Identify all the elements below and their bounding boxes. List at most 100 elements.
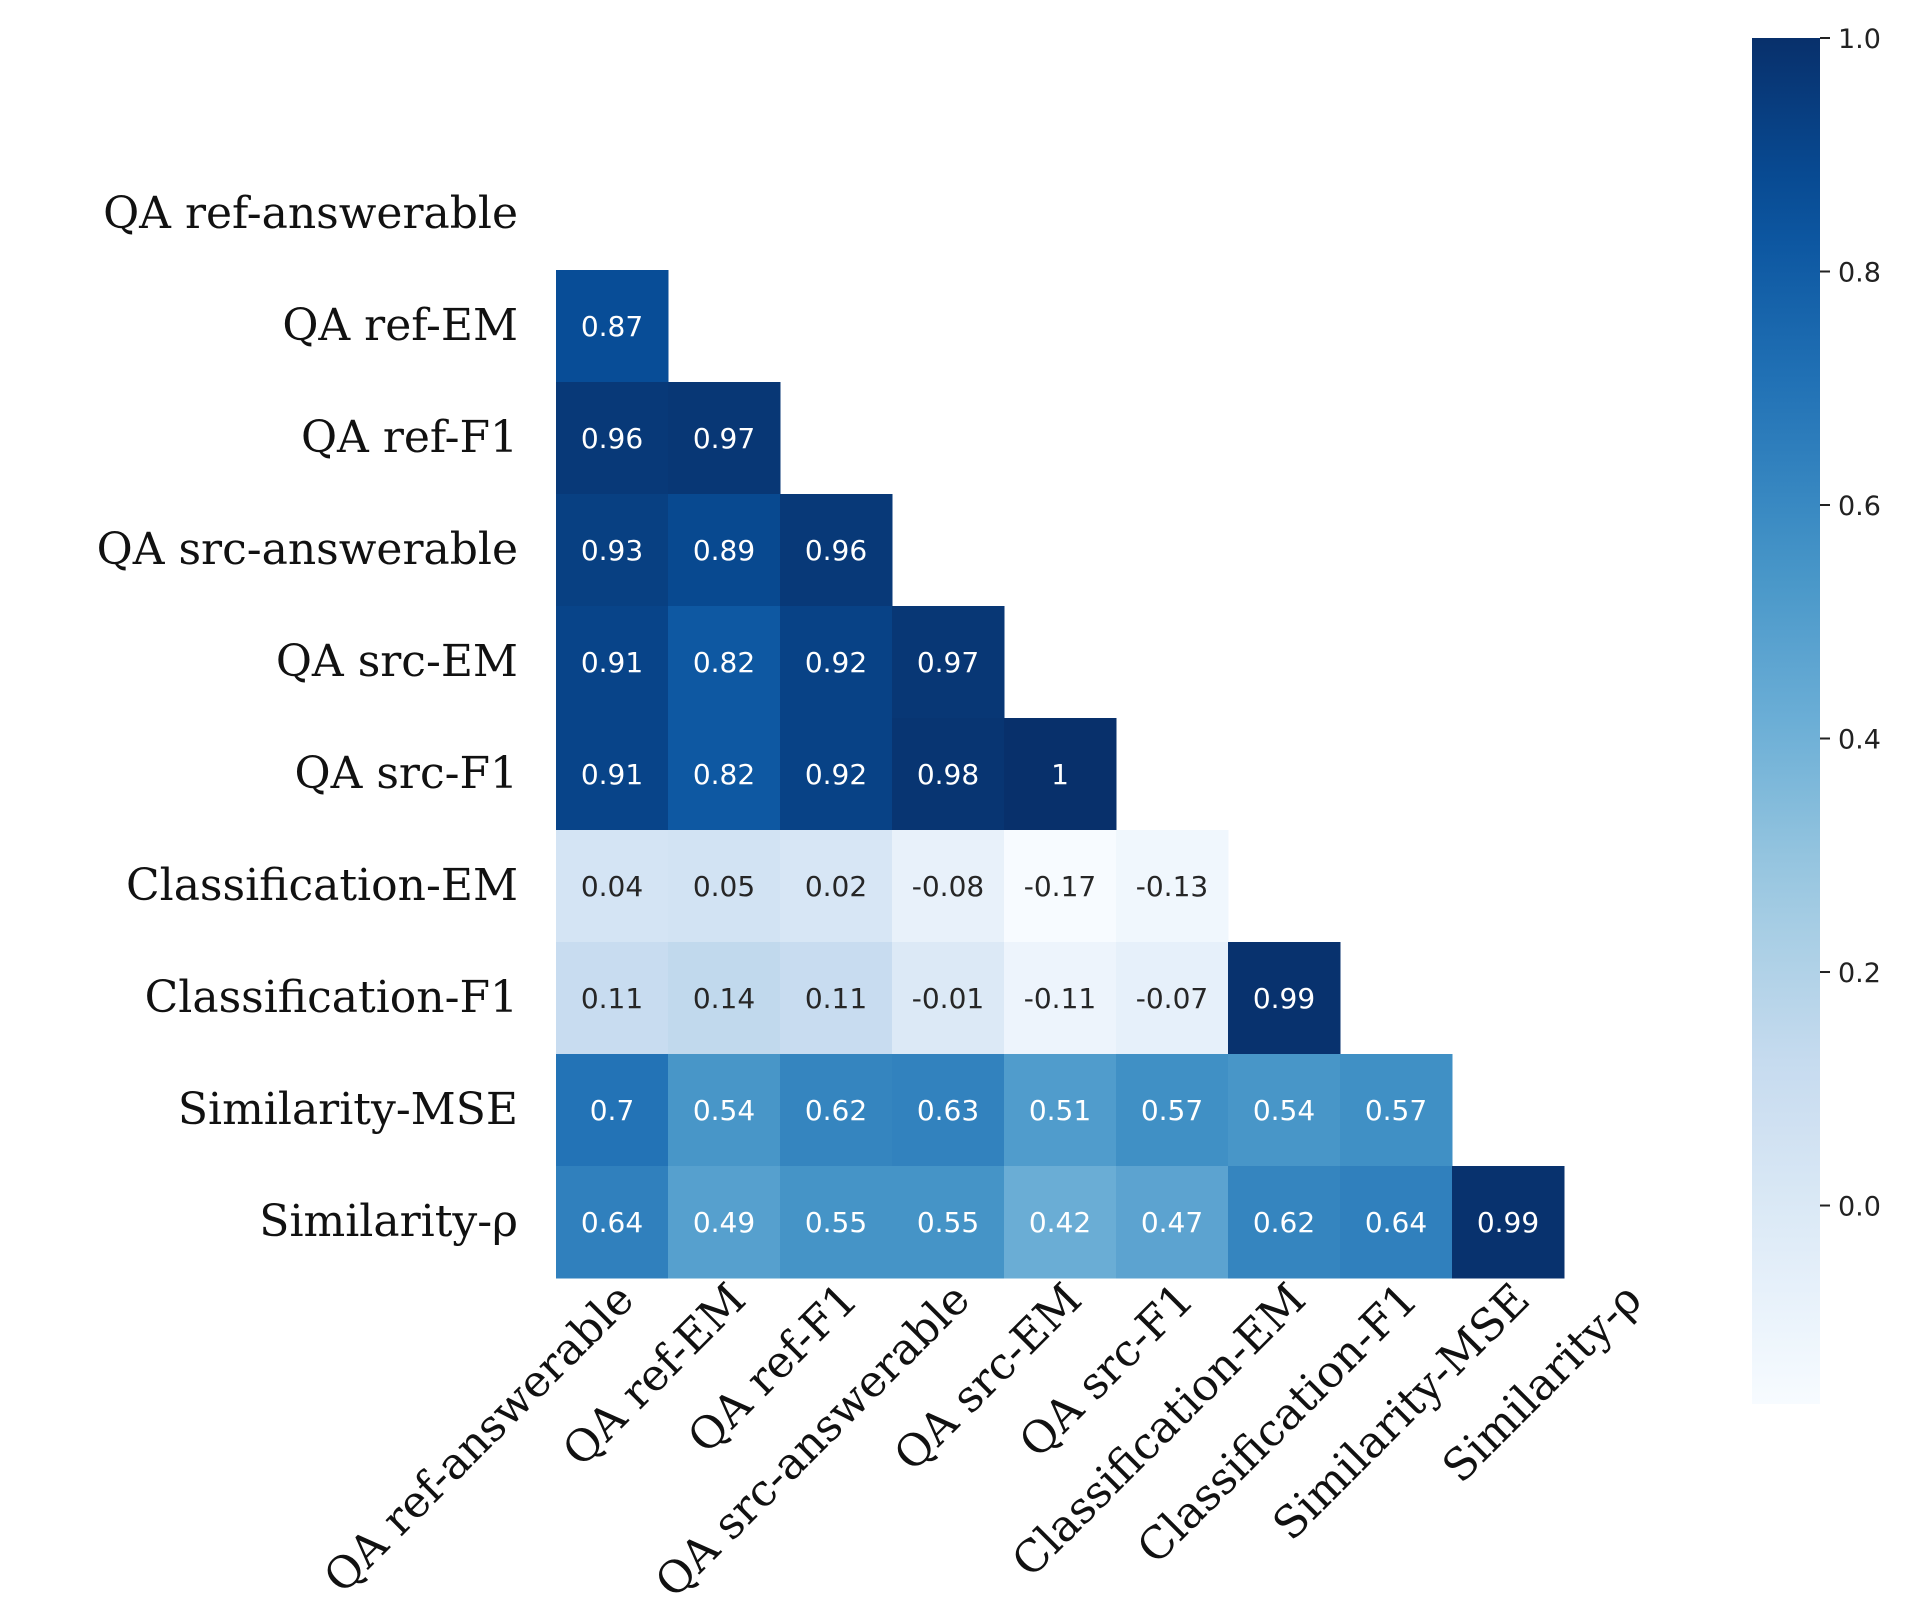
cell-value-label: -0.08 bbox=[912, 870, 984, 903]
cell-value-label: 0.54 bbox=[1253, 1094, 1315, 1127]
row-labels: QA ref-answerable QA ref-EM QA ref-F1 QA sr… bbox=[97, 188, 518, 1247]
heatmap-cell bbox=[668, 382, 781, 495]
cell-value-label: -0.17 bbox=[1024, 870, 1096, 903]
heatmap-cell bbox=[1340, 1166, 1453, 1279]
heatmap-cell bbox=[556, 830, 669, 943]
cell-value-label: 0.55 bbox=[805, 1206, 867, 1239]
row-label: QA src-EM bbox=[276, 636, 518, 687]
cell-value-label: 0.62 bbox=[1253, 1206, 1315, 1239]
heatmap-cell bbox=[1004, 718, 1117, 831]
cell-value-label: 0.11 bbox=[805, 982, 867, 1015]
heatmap-cell bbox=[780, 830, 893, 943]
row-label: Similarity-MSE bbox=[178, 1084, 518, 1135]
heatmap-cell bbox=[556, 718, 669, 831]
heatmap-cell bbox=[668, 718, 781, 831]
cell-value-label: 0.04 bbox=[581, 870, 643, 903]
heatmap-cell bbox=[668, 1054, 781, 1167]
colorbar-tick-label: 0.0 bbox=[1838, 1192, 1881, 1223]
cell-value-label: 0.49 bbox=[693, 1206, 755, 1239]
row-label: Similarity-ρ bbox=[259, 1196, 518, 1247]
cell-value-label: 0.93 bbox=[581, 534, 643, 567]
heatmap-cell bbox=[1228, 1166, 1341, 1279]
colorbar-tick-label: 0.4 bbox=[1838, 725, 1881, 756]
row-label: QA src-answerable bbox=[97, 524, 518, 575]
heatmap-cell bbox=[780, 942, 893, 1055]
colorbar-gradient-bar bbox=[1752, 38, 1820, 1404]
cell-value-label: 0.54 bbox=[693, 1094, 755, 1127]
heatmap-cell bbox=[1004, 942, 1117, 1055]
colorbar-tick-label: 0.6 bbox=[1838, 491, 1881, 522]
cell-value-label: 0.99 bbox=[1253, 982, 1315, 1015]
heatmap-cell bbox=[1004, 1166, 1117, 1279]
heatmap-cell bbox=[1452, 1166, 1565, 1279]
heatmap-cell bbox=[892, 718, 1005, 831]
row-label: Classification-F1 bbox=[145, 972, 518, 1023]
heatmap-cell bbox=[892, 606, 1005, 719]
heatmap-cell bbox=[1116, 1054, 1229, 1167]
cell-value-label: 0.42 bbox=[1029, 1206, 1091, 1239]
heatmap-cell bbox=[780, 494, 893, 607]
cell-value-label: 0.82 bbox=[693, 758, 755, 791]
heatmap-cell bbox=[1340, 1054, 1453, 1167]
heatmap-cell bbox=[556, 270, 669, 383]
heatmap-cell bbox=[780, 1054, 893, 1167]
cell-value-label: 0.05 bbox=[693, 870, 755, 903]
cell-value-label: 0.55 bbox=[917, 1206, 979, 1239]
row-label: QA ref-EM bbox=[282, 300, 518, 351]
heatmap-cells: 0.87 0.96 0.97 0.93 0.89 0.96 0.91 0.82 0.92 0.97… bbox=[556, 270, 1565, 1279]
cell-value-label: 0.11 bbox=[581, 982, 643, 1015]
cell-value-label: 0.51 bbox=[1029, 1094, 1091, 1127]
cell-value-label: 0.96 bbox=[805, 534, 867, 567]
heatmap-cell bbox=[668, 830, 781, 943]
cell-value-label: 0.89 bbox=[693, 534, 755, 567]
heatmap-cell bbox=[556, 606, 669, 719]
colorbar-tick-label: 0.2 bbox=[1838, 958, 1881, 989]
heatmap-cell bbox=[1116, 1166, 1229, 1279]
row-label: QA ref-F1 bbox=[301, 412, 518, 463]
cell-value-label: -0.13 bbox=[1136, 870, 1208, 903]
heatmap-cell bbox=[892, 1054, 1005, 1167]
cell-value-label: 0.64 bbox=[581, 1206, 643, 1239]
heatmap-cell bbox=[780, 1166, 893, 1279]
heatmap-cell bbox=[556, 942, 669, 1055]
colorbar: 0.0 0.2 0.4 0.6 0.8 1.0 bbox=[1752, 24, 1881, 1404]
heatmap-cell bbox=[668, 606, 781, 719]
heatmap-cell bbox=[556, 1166, 669, 1279]
cell-value-label: 0.92 bbox=[805, 758, 867, 791]
heatmap-cell bbox=[892, 1166, 1005, 1279]
cell-value-label: -0.07 bbox=[1136, 982, 1208, 1015]
colorbar-tick-label: 1.0 bbox=[1838, 24, 1881, 55]
heatmap-cell bbox=[1116, 830, 1229, 943]
colorbar-tick-label: 0.8 bbox=[1838, 258, 1881, 289]
row-label: QA ref-answerable bbox=[103, 188, 518, 239]
cell-value-label: 0.63 bbox=[917, 1094, 979, 1127]
heatmap-cell bbox=[1228, 942, 1341, 1055]
cell-value-label: 0.82 bbox=[693, 646, 755, 679]
heatmap-cell bbox=[1228, 1054, 1341, 1167]
cell-value-label: 0.7 bbox=[590, 1094, 635, 1127]
cell-value-label: 0.92 bbox=[805, 646, 867, 679]
cell-value-label: 0.97 bbox=[693, 422, 755, 455]
cell-value-label: 0.91 bbox=[581, 646, 643, 679]
cell-value-label: -0.11 bbox=[1024, 982, 1096, 1015]
row-label: QA src-F1 bbox=[295, 748, 518, 799]
heatmap-cell bbox=[780, 606, 893, 719]
heatmap-cell bbox=[780, 718, 893, 831]
heatmap-cell bbox=[892, 830, 1005, 943]
row-label: Classification-EM bbox=[126, 860, 518, 911]
heatmap-cell bbox=[1004, 1054, 1117, 1167]
cell-value-label: 0.57 bbox=[1365, 1094, 1427, 1127]
heatmap-cell bbox=[556, 1054, 669, 1167]
cell-value-label: 0.02 bbox=[805, 870, 867, 903]
heatmap-cell bbox=[556, 494, 669, 607]
heatmap-cell bbox=[556, 382, 669, 495]
cell-value-label: 0.64 bbox=[1365, 1206, 1427, 1239]
cell-value-label: 0.87 bbox=[581, 310, 643, 343]
cell-value-label: 0.97 bbox=[917, 646, 979, 679]
cell-value-label: 0.47 bbox=[1141, 1206, 1203, 1239]
cell-value-label: 0.62 bbox=[805, 1094, 867, 1127]
heatmap-cell bbox=[1116, 942, 1229, 1055]
heatmap-cell bbox=[668, 1166, 781, 1279]
